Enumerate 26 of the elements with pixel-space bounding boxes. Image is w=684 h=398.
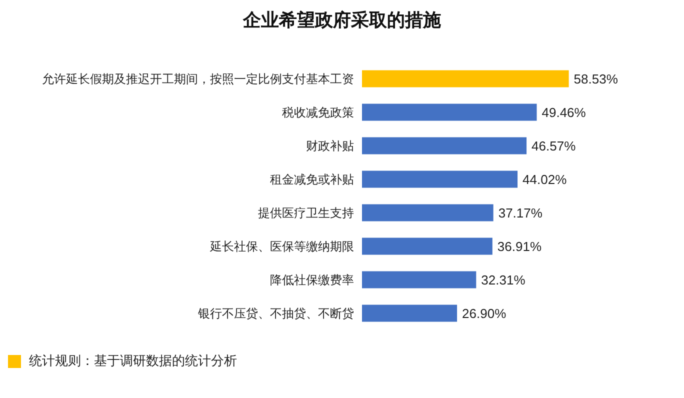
data-label: 44.02% — [522, 172, 568, 187]
bar — [362, 304, 458, 322]
data-label: 58.53% — [574, 71, 618, 86]
bar — [362, 137, 527, 154]
bar — [362, 271, 476, 288]
data-label: 36.91% — [497, 238, 542, 254]
y-tick-label: 允许延长假期及推迟开工期间，按照一定比例支付基本工资 — [42, 72, 354, 86]
y-tick-label: 财政补贴 — [306, 138, 354, 153]
bar — [362, 238, 492, 255]
bar — [362, 170, 518, 188]
data-label: 46.57% — [532, 138, 576, 154]
bar — [362, 104, 537, 121]
chart-title: 企业希望政府采取的措施 — [242, 10, 441, 30]
data-label: 26.90% — [462, 306, 507, 321]
bar — [362, 204, 494, 222]
y-tick-label: 银行不压贷、不抽贷、不断贷 — [197, 306, 354, 320]
data-label: 32.31% — [481, 272, 526, 288]
y-tick-label: 租金减免或补贴 — [270, 172, 354, 186]
data-label: 37.17% — [498, 205, 543, 220]
y-tick-label: 降低社保缴费率 — [270, 272, 354, 287]
y-tick-label: 延长社保、医保等缴纳期限 — [209, 239, 354, 254]
text: 统计规则：基于调研数据的统计分析 — [29, 353, 237, 370]
y-tick-label: 提供医疗卫生支持 — [258, 206, 354, 220]
y-tick-label: 税收减免政策 — [282, 105, 354, 120]
bar — [362, 70, 569, 88]
data-label: 49.46% — [542, 104, 586, 120]
